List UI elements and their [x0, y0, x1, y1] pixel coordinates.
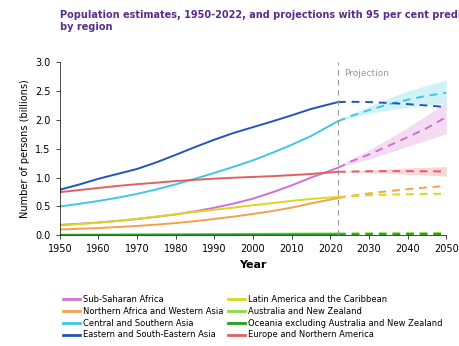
X-axis label: Year: Year [239, 260, 266, 270]
Text: Population estimates, 1950-2022, and projections with 95 per cent prediction int: Population estimates, 1950-2022, and pro… [60, 10, 459, 32]
Text: Projection: Projection [343, 69, 388, 78]
Y-axis label: Number of persons (billions): Number of persons (billions) [20, 79, 30, 218]
Legend: Sub-Saharan Africa, Northern Africa and Western Asia, Central and Southern Asia,: Sub-Saharan Africa, Northern Africa and … [60, 291, 445, 343]
